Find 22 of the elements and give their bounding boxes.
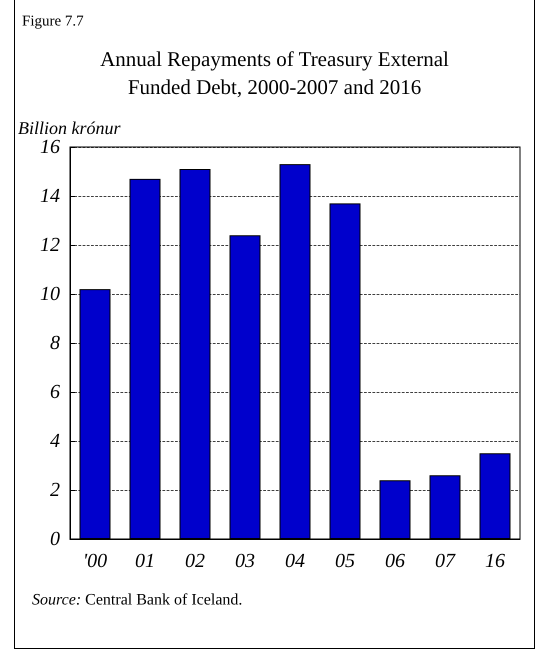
x-tick-label: '00 bbox=[82, 550, 108, 572]
caption: Figure 7.7 bbox=[22, 14, 84, 30]
y-tick-label: 0 bbox=[50, 528, 60, 550]
x-tick-label: 07 bbox=[435, 550, 456, 572]
y-tick-label: 14 bbox=[40, 185, 60, 207]
x-tick-label: 06 bbox=[385, 550, 405, 572]
x-tick-label: 04 bbox=[285, 550, 305, 572]
x-tick-label: 16 bbox=[485, 550, 505, 572]
y-tick-label: 2 bbox=[50, 479, 60, 501]
y-tick-label: 10 bbox=[40, 283, 60, 305]
x-tick-label: 05 bbox=[335, 550, 355, 572]
x-tick-label: 02 bbox=[185, 550, 205, 572]
y-tick-label: 8 bbox=[50, 332, 60, 354]
y-axis-title: Billion krónur bbox=[18, 118, 122, 138]
x-tick-label: 03 bbox=[235, 550, 255, 572]
y-tick-label: 12 bbox=[40, 234, 60, 256]
y-tick-label: 16 bbox=[40, 136, 60, 158]
y-tick-label: 4 bbox=[50, 430, 60, 452]
chart-title: Annual Repayments of Treasury External Funded Debt, 2000-2007 and 2016 bbox=[100, 47, 450, 99]
source-note: Source: Central Bank of Iceland. bbox=[32, 592, 242, 608]
y-tick-label: 6 bbox=[50, 381, 60, 403]
x-tick-label: 01 bbox=[135, 550, 155, 572]
